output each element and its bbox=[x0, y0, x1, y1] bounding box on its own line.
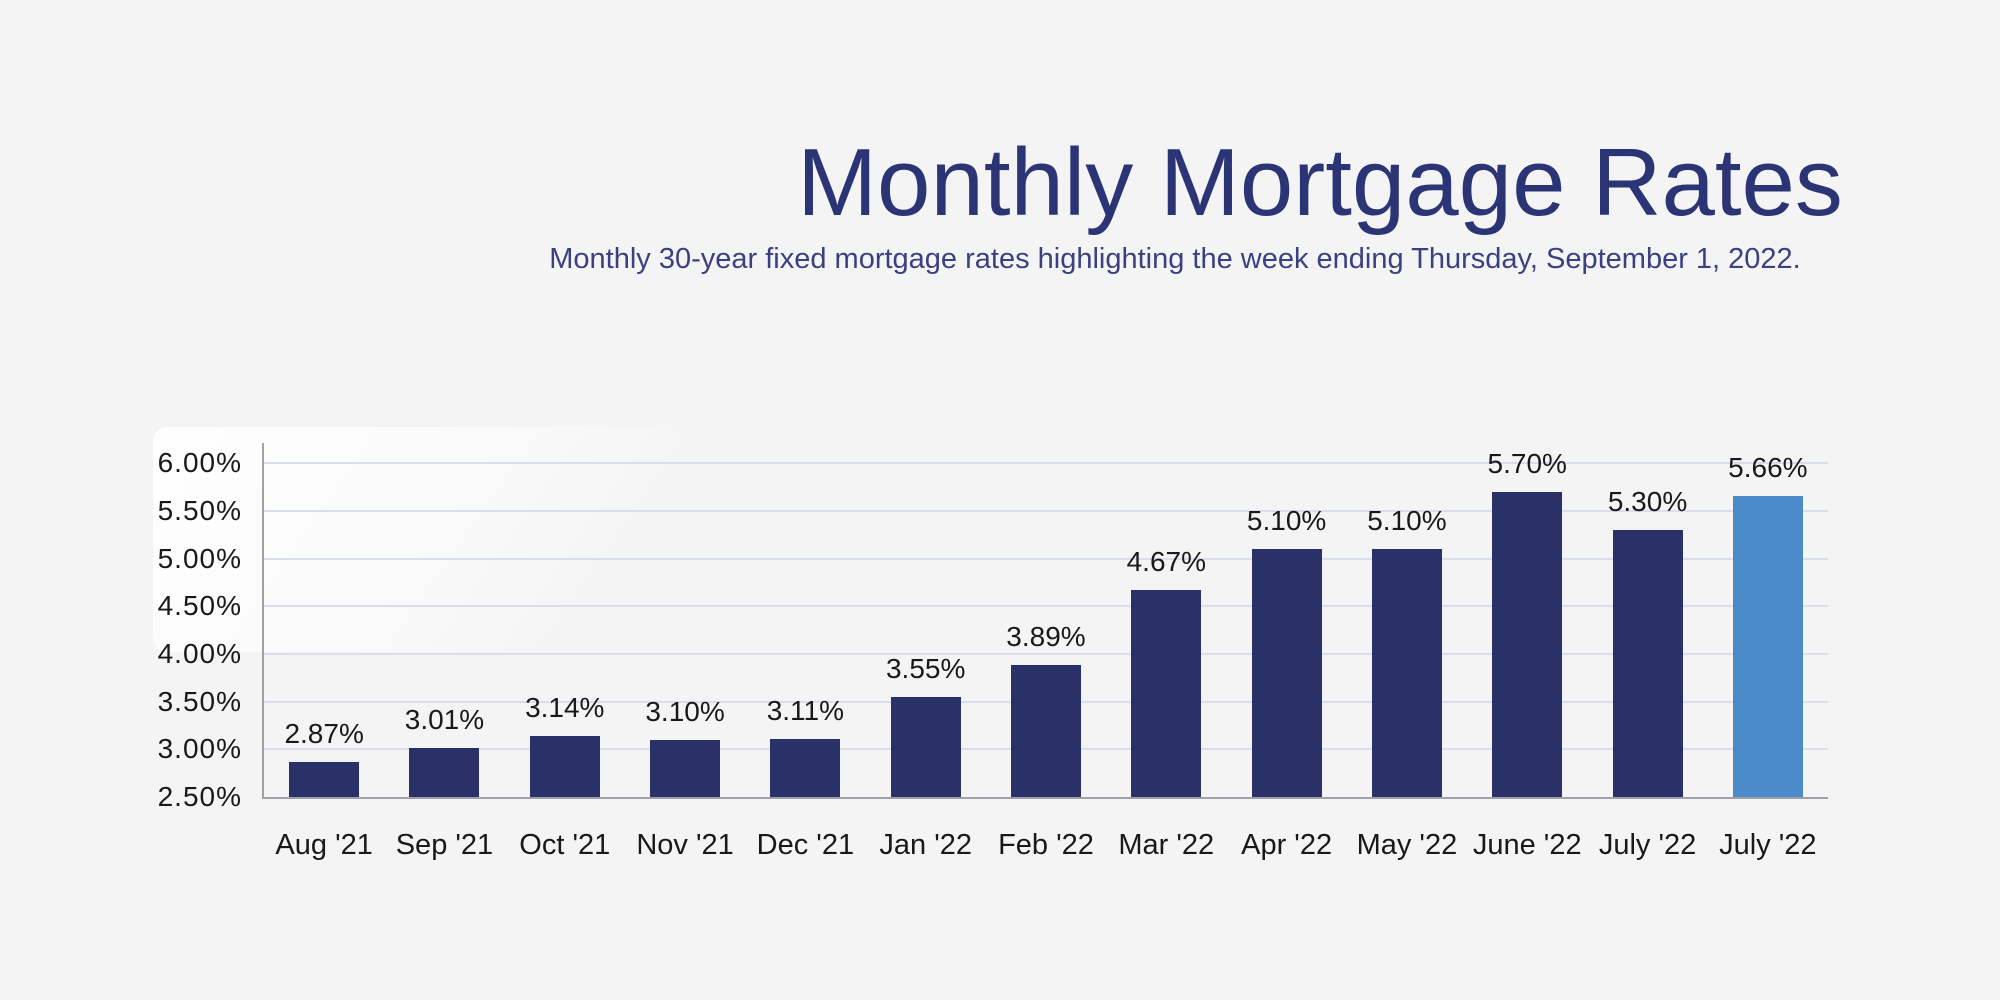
bar-value-label: 5.70% bbox=[1487, 448, 1567, 479]
gridline bbox=[264, 462, 1828, 465]
x-axis-tick-label: July '22 bbox=[1719, 829, 1817, 861]
x-axis-tick-label: July '22 bbox=[1598, 829, 1697, 861]
bar-value-label: 5.10% bbox=[1367, 505, 1447, 537]
x-axis-tick-label: Mar '22 bbox=[1118, 829, 1215, 861]
y-axis-tick-label: 3.00% bbox=[157, 733, 242, 765]
bar-june-22 bbox=[1492, 492, 1563, 797]
x-axis-line bbox=[262, 797, 1828, 799]
x-axis-tick-label: Aug '21 bbox=[275, 829, 373, 861]
bar-oct-21 bbox=[529, 736, 600, 797]
bar-value-label: 3.14% bbox=[525, 692, 605, 723]
x-axis-tick-label: Jan '22 bbox=[879, 829, 972, 861]
bar-value-label: 3.01% bbox=[404, 704, 485, 736]
y-axis-tick-label: 5.50% bbox=[157, 495, 242, 527]
x-axis-tick-label: May '22 bbox=[1356, 829, 1458, 861]
y-axis-tick-label: 6.00% bbox=[157, 447, 242, 479]
page-title: Monthly Mortgage Rates bbox=[797, 129, 1843, 236]
x-axis-tick-label: Dec '21 bbox=[756, 829, 855, 861]
gridline bbox=[264, 605, 1828, 608]
bar-may-22 bbox=[1371, 549, 1442, 797]
y-axis-tick-label: 4.00% bbox=[157, 638, 242, 670]
bar-sep-21 bbox=[409, 748, 480, 797]
bar-aug-21 bbox=[289, 761, 360, 797]
chart-highlight-panel bbox=[153, 427, 678, 652]
gridline bbox=[264, 653, 1828, 656]
bar-apr-22 bbox=[1251, 549, 1322, 797]
page-subtitle: Monthly 30-year fixed mortgage rates hig… bbox=[549, 243, 1801, 275]
bar-value-label: 5.10% bbox=[1246, 505, 1327, 537]
bar-value-label: 3.11% bbox=[766, 694, 845, 726]
bar-value-label: 4.67% bbox=[1126, 546, 1206, 578]
bar-value-label: 5.66% bbox=[1728, 451, 1808, 483]
bar-value-label: 3.55% bbox=[885, 652, 966, 684]
gridline bbox=[264, 510, 1828, 513]
x-axis-tick-label: Feb '22 bbox=[998, 829, 1094, 861]
bar-value-label: 5.30% bbox=[1607, 486, 1688, 518]
bar-dec-21 bbox=[770, 738, 841, 797]
bar-july-22-highlighted bbox=[1732, 495, 1803, 797]
y-axis-line bbox=[262, 443, 264, 799]
bar-jan-22 bbox=[890, 696, 961, 797]
x-axis-tick-label: Oct '21 bbox=[519, 829, 611, 861]
bar-mar-22 bbox=[1131, 590, 1202, 797]
x-axis-tick-label: June '22 bbox=[1472, 829, 1582, 861]
bar-feb-22 bbox=[1011, 664, 1081, 797]
y-axis-tick-label: 3.50% bbox=[157, 685, 242, 717]
bar-chart-plot-area: 2.87% 3.01% 3.14% 3.10% 3.11% 3.55% 3.89% 4.67%… bbox=[262, 443, 1828, 799]
bar-value-label: 2.87% bbox=[284, 717, 364, 749]
x-axis-tick-label: Sep '21 bbox=[395, 829, 494, 861]
y-axis-tick-label: 5.00% bbox=[157, 542, 242, 574]
y-axis-tick-label: 2.50% bbox=[157, 781, 242, 812]
bar-value-label: 3.89% bbox=[1006, 620, 1086, 652]
x-axis-tick-label: Nov '21 bbox=[636, 829, 734, 861]
x-axis-tick-label: Apr '22 bbox=[1241, 829, 1333, 861]
bar-nov-21 bbox=[650, 739, 721, 797]
y-axis-tick-label: 4.50% bbox=[157, 590, 242, 622]
gridline bbox=[264, 557, 1828, 560]
bar-value-label: 3.10% bbox=[645, 695, 725, 727]
bar-july-22 bbox=[1612, 530, 1683, 797]
